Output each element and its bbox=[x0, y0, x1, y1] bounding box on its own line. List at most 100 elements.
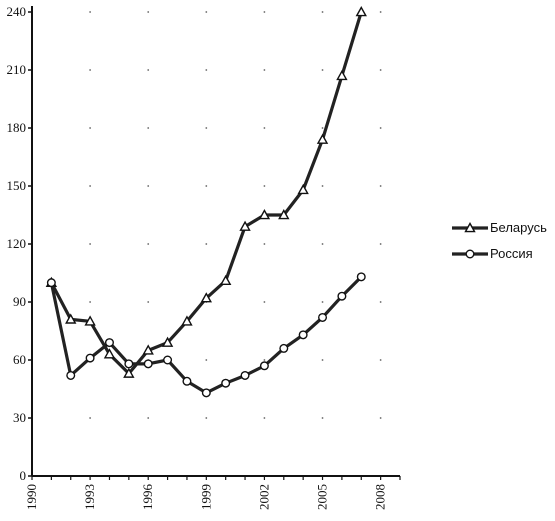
data-point bbox=[200, 292, 213, 303]
legend-marker bbox=[465, 249, 475, 259]
y-tick-label: 120 bbox=[7, 236, 27, 251]
data-point bbox=[181, 315, 193, 326]
grid-dot bbox=[263, 69, 266, 71]
grid-dot bbox=[147, 301, 150, 303]
grid-dot bbox=[321, 417, 324, 419]
series-line bbox=[49, 11, 363, 376]
grid-dot bbox=[321, 69, 324, 71]
y-tick-label: 210 bbox=[7, 62, 27, 77]
y-axis-ticks: 0 30 60 90 120 150 180 210 240 bbox=[7, 4, 32, 483]
grid-dot bbox=[379, 127, 382, 129]
grid-dot bbox=[321, 359, 324, 361]
x-tick-label: 1993 bbox=[82, 484, 97, 510]
grid-dot bbox=[379, 301, 382, 303]
data-point bbox=[161, 336, 174, 347]
data-point bbox=[124, 359, 134, 369]
data-point bbox=[143, 359, 153, 369]
grid-dot bbox=[205, 185, 208, 187]
legend-item: Беларусь bbox=[452, 220, 547, 235]
grid-dot bbox=[263, 185, 266, 187]
legend-label: Россия bbox=[490, 246, 533, 261]
grid-dot bbox=[147, 69, 150, 71]
legend-marker bbox=[464, 222, 476, 233]
grid-dot bbox=[89, 127, 92, 129]
data-point bbox=[258, 209, 271, 220]
legend: Беларусь Россия bbox=[452, 220, 547, 261]
data-point bbox=[201, 388, 211, 398]
grid-dot bbox=[321, 185, 324, 187]
data-point bbox=[219, 274, 232, 286]
grid-dot bbox=[147, 11, 150, 13]
grid-dot bbox=[147, 127, 150, 129]
data-point bbox=[355, 6, 367, 17]
data-point bbox=[182, 376, 192, 386]
grid-dot bbox=[321, 127, 324, 129]
x-tick-label: 1990 bbox=[24, 484, 39, 510]
axes bbox=[31, 6, 400, 477]
y-tick-label: 60 bbox=[13, 352, 26, 367]
grid-dot bbox=[379, 243, 382, 245]
data-point bbox=[163, 355, 173, 365]
grid-dot bbox=[147, 185, 150, 187]
grid-dot bbox=[263, 127, 266, 129]
grid-dot bbox=[263, 243, 266, 245]
data-point bbox=[221, 378, 231, 388]
x-tick-label: 2008 bbox=[373, 484, 388, 510]
grid-dot bbox=[205, 243, 208, 245]
grid-dot bbox=[379, 359, 382, 361]
grid-dot bbox=[89, 243, 92, 245]
grid-dot bbox=[379, 69, 382, 71]
grid-dot bbox=[379, 185, 382, 187]
grid bbox=[89, 11, 382, 419]
data-point bbox=[85, 353, 95, 363]
data-point bbox=[278, 209, 290, 220]
grid-dot bbox=[321, 301, 324, 303]
y-tick-label: 30 bbox=[13, 410, 26, 425]
data-point bbox=[65, 313, 77, 324]
data-point bbox=[297, 183, 309, 195]
grid-dot bbox=[321, 243, 324, 245]
grid-dot bbox=[205, 69, 208, 71]
y-tick-label: 240 bbox=[7, 4, 27, 19]
data-point bbox=[104, 338, 114, 348]
data-point bbox=[259, 361, 269, 371]
data-point bbox=[84, 315, 96, 326]
legend-label: Беларусь bbox=[490, 220, 547, 235]
x-tick-label: 1999 bbox=[198, 484, 213, 510]
grid-dot bbox=[205, 11, 208, 13]
grid-dot bbox=[263, 11, 266, 13]
grid-dot bbox=[263, 359, 266, 361]
y-tick-label: 150 bbox=[7, 178, 27, 193]
data-point bbox=[123, 367, 135, 378]
data-point bbox=[336, 69, 348, 81]
grid-dot bbox=[263, 301, 266, 303]
grid-dot bbox=[379, 417, 382, 419]
data-point bbox=[318, 312, 328, 322]
grid-dot bbox=[89, 69, 92, 71]
data-point bbox=[142, 344, 154, 355]
grid-dot bbox=[205, 127, 208, 129]
grid-dot bbox=[89, 417, 92, 419]
grid-dot bbox=[89, 301, 92, 303]
grid-dot bbox=[89, 11, 92, 13]
grid-dot bbox=[89, 185, 92, 187]
data-point bbox=[46, 278, 56, 288]
series-2 bbox=[46, 272, 366, 398]
grid-dot bbox=[321, 11, 324, 13]
grid-dot bbox=[205, 359, 208, 361]
data-point bbox=[239, 220, 251, 231]
series-group bbox=[45, 6, 367, 398]
data-point bbox=[103, 348, 116, 359]
grid-dot bbox=[263, 417, 266, 419]
grid-dot bbox=[147, 417, 150, 419]
data-point bbox=[316, 133, 329, 144]
y-tick-label: 180 bbox=[7, 120, 27, 135]
data-point bbox=[337, 291, 347, 301]
x-axis-ticks: 1990 1993 1996 1999 2002 2005 2008 bbox=[24, 476, 401, 510]
grid-dot bbox=[379, 11, 382, 13]
data-point bbox=[240, 370, 250, 380]
grid-dot bbox=[147, 243, 150, 245]
data-point bbox=[66, 370, 76, 380]
data-point bbox=[298, 330, 308, 340]
